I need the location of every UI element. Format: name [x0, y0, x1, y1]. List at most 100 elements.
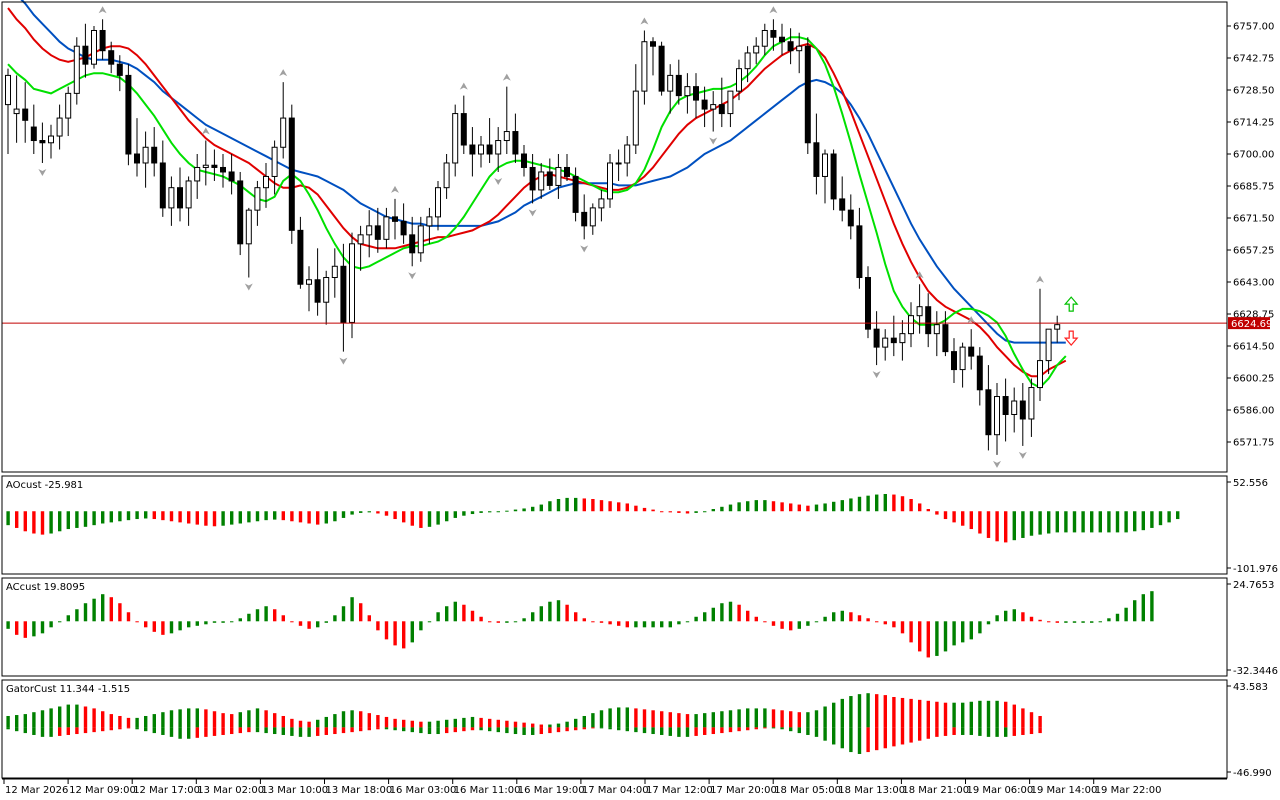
- candle: [538, 162, 545, 199]
- gator-upper-bar: [926, 700, 930, 728]
- candle-body-bull: [73, 45, 80, 94]
- gator-upper-bar: [875, 694, 879, 728]
- ac_panel-bar: [548, 601, 552, 622]
- candle-body-bull: [271, 146, 278, 177]
- ao_panel-bar: [866, 495, 870, 512]
- ao_panel-bar: [359, 511, 363, 513]
- candle-body-bull: [538, 171, 545, 191]
- price-tick-label: 6571.75: [1233, 438, 1274, 449]
- gator-upper-bar: [367, 713, 371, 728]
- ao_panel-bar: [1072, 511, 1077, 533]
- gator-lower-bar: [212, 727, 217, 736]
- gator-upper-bar: [169, 710, 174, 728]
- ao_panel-bar: [857, 496, 862, 512]
- candle: [684, 73, 691, 114]
- gator-upper-bar: [488, 718, 492, 728]
- gator-lower-bar: [737, 727, 741, 732]
- candle: [899, 320, 906, 361]
- candle-body-bear: [374, 225, 381, 240]
- gator-lower-bar: [711, 727, 715, 735]
- candle-body-bull: [495, 140, 502, 155]
- ao-panel[interactable]: AOcust -25.981 52.556 -101.976: [6, 478, 1278, 575]
- ao_panel-bar: [1029, 511, 1034, 536]
- gator-upper-bar: [204, 709, 208, 728]
- gator-lower-bar: [642, 727, 647, 734]
- gator-lower-bar: [685, 727, 690, 737]
- gator-lower-bar: [92, 727, 96, 733]
- gator-panel[interactable]: GatorCust 11.344 -1.515 43.583 -46.990: [6, 682, 1272, 779]
- price-tick-label: 6671.50: [1233, 214, 1274, 225]
- gator-upper-bar: [445, 719, 449, 728]
- buy-arrow-icon: [1063, 296, 1079, 312]
- ao_panel-bar: [995, 511, 999, 542]
- ao_panel-bar: [83, 511, 88, 527]
- ma-blue-line: [20, 0, 1066, 344]
- gator-lower-bar: [539, 727, 543, 735]
- candle: [314, 248, 321, 316]
- gator-lower-bar: [720, 727, 724, 734]
- ao_panel-bar: [513, 509, 518, 512]
- ao_panel-bar: [556, 499, 561, 512]
- candle-body-bear: [22, 108, 29, 121]
- fractal-down-icon: [580, 245, 589, 253]
- ao_panel-bar: [918, 503, 922, 512]
- time-tick-label: 13 Mar 18:00: [326, 785, 393, 796]
- candle: [435, 180, 441, 231]
- ao_panel-bar: [1141, 511, 1145, 531]
- gator-lower-bar: [668, 727, 672, 736]
- ac_panel-bar: [109, 597, 113, 622]
- gator-upper-bar: [574, 718, 578, 728]
- gator-lower-bar: [436, 727, 440, 735]
- ac_panel-bar: [402, 621, 406, 649]
- gator-lower-bar: [496, 727, 500, 733]
- time-tick-label: 16 Mar 03:00: [390, 785, 457, 796]
- gator-upper-bar: [1012, 704, 1016, 728]
- gator-lower-bar: [935, 727, 939, 737]
- gator-upper-bar: [797, 712, 801, 728]
- gator-upper-bar: [608, 708, 612, 728]
- ao_panel-bar: [943, 511, 948, 520]
- ao_panel-bar: [410, 511, 414, 526]
- gator-upper-bar: [711, 712, 715, 728]
- ac_panel-bar: [255, 609, 260, 622]
- gator-upper-bar: [754, 708, 758, 728]
- ao_panel-bar: [1176, 511, 1180, 520]
- candle-body-bull: [1028, 387, 1035, 420]
- ac_panel-bar: [591, 621, 595, 623]
- gator-tick-label: 43.583: [1233, 682, 1268, 693]
- candle: [736, 59, 742, 101]
- ao_panel-bar: [316, 511, 320, 525]
- gator-lower-bar: [75, 727, 79, 735]
- ac_panel-bar: [384, 621, 389, 640]
- ac_panel-bar: [677, 621, 681, 625]
- ac-panel[interactable]: ACcust 19.8095 24.7653 -32.3446: [6, 580, 1278, 677]
- candle-body-bear: [804, 45, 811, 144]
- candle-body-bull: [306, 279, 312, 285]
- ac_panel-bar: [58, 621, 62, 623]
- ao_panel-bar: [101, 511, 105, 524]
- gator-lower-bar: [754, 727, 758, 730]
- gator-lower-bar: [1038, 727, 1042, 734]
- gator-upper-bar: [178, 709, 182, 728]
- ac_panel-tick-label: -32.3446: [1233, 666, 1278, 677]
- gator-upper-bar: [101, 711, 105, 728]
- ao_panel-bar: [1055, 511, 1059, 533]
- ao_panel-bar: [221, 511, 225, 526]
- candle-body-bull: [13, 108, 20, 115]
- gator-lower-bar: [307, 727, 311, 737]
- candle-body-bull: [753, 45, 760, 54]
- time-tick-label: 12 Mar 2026: [5, 785, 68, 796]
- ac_panel-bar: [969, 621, 973, 640]
- gator-lower-bar: [83, 727, 88, 734]
- ao_panel-bar: [849, 498, 853, 512]
- ao_panel-bar: [15, 511, 19, 528]
- ao_panel-bar: [23, 511, 27, 532]
- candle: [830, 149, 837, 211]
- fractal-up-icon: [98, 6, 107, 14]
- price-tick-label: 6757.00: [1233, 22, 1274, 33]
- gator-lower-bar: [892, 727, 896, 747]
- price-panel[interactable]: 6757.00 6742.75 6728.50 6714.25 6700.00 6685.…: [2, 0, 1274, 468]
- candle-body-bear: [460, 113, 467, 146]
- ao_panel-bar: [255, 511, 260, 522]
